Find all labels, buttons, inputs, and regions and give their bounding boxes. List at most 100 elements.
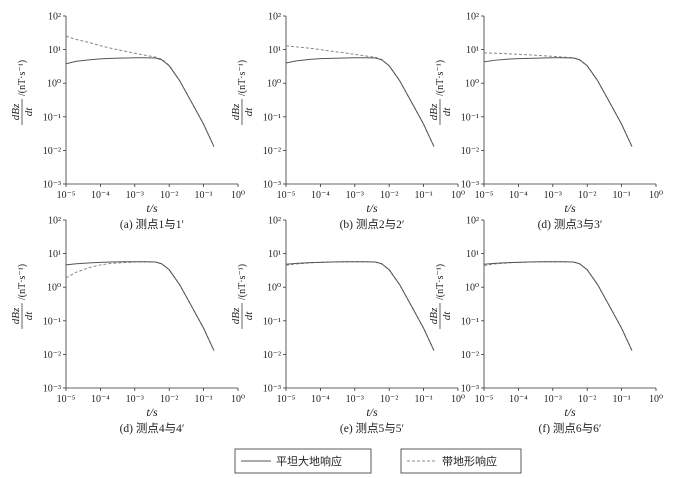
- y-tick-label: 10⁻²: [43, 350, 61, 361]
- y-axis-label-denominator: dt: [441, 311, 453, 321]
- series-line-terrain: [65, 35, 215, 147]
- x-tick-label: 10⁻³: [346, 190, 364, 201]
- y-tick-label: 10¹: [48, 249, 61, 260]
- chart-panel-6: 10⁻⁵ 10⁻⁴ 10⁻³ 10⁻² 10⁻¹ 10⁰10⁻³10⁻²10⁻¹10⁰10…: [428, 216, 663, 436]
- x-tick-label: 10⁻²: [160, 190, 178, 201]
- x-tick-label: 10⁻³: [544, 190, 562, 201]
- y-axis-label-denominator: dt: [243, 107, 255, 117]
- x-axis-label: t/s: [564, 201, 576, 215]
- series-line-flat: [483, 57, 633, 147]
- chart-caption: (b) 测点2与2′: [340, 218, 405, 231]
- x-tick-label: 10⁻³: [126, 394, 144, 405]
- x-tick-label: 10⁻³: [544, 394, 562, 405]
- y-tick-label: 10⁻³: [263, 180, 281, 191]
- x-axis-label: t/s: [564, 405, 576, 419]
- chart-panels: 10⁻⁵ 10⁻⁴ 10⁻³ 10⁻² 10⁻¹ 10⁰10⁻³10⁻²10⁻¹10⁰10…: [10, 12, 663, 436]
- x-tick-label: 10⁻⁵: [57, 190, 76, 201]
- y-tick-label: 10¹: [466, 249, 479, 260]
- chart-caption: (f) 测点6与6′: [539, 422, 602, 435]
- series-line-flat: [65, 261, 215, 351]
- y-tick-label: 10⁻³: [43, 384, 61, 395]
- y-tick-label: 10⁻²: [263, 350, 281, 361]
- x-tick-label: 10⁻²: [380, 394, 398, 405]
- x-axis-label: t/s: [146, 201, 158, 215]
- y-tick-label: 10¹: [466, 45, 479, 56]
- y-tick-label: 10⁻¹: [43, 316, 61, 327]
- legend-box-solid: [234, 448, 372, 474]
- series-line-flat: [285, 57, 435, 147]
- x-tick-label: 10⁻³: [126, 190, 144, 201]
- x-tick-label: 10⁻⁴: [509, 190, 528, 201]
- x-tick-label: 10⁻¹: [414, 190, 432, 201]
- y-tick-label: 10²: [466, 12, 479, 23]
- y-axis-label-numerator: dBz: [230, 103, 242, 120]
- x-tick-label: 10⁰: [231, 190, 245, 201]
- x-tick-label: 10⁻⁵: [475, 394, 494, 405]
- x-tick-label: 10⁻⁵: [475, 190, 494, 201]
- legend: 平坦大地响应 带地形响应: [234, 448, 522, 474]
- x-tick-label: 10⁻¹: [612, 190, 630, 201]
- y-tick-label: 10⁻³: [263, 384, 281, 395]
- series-line-flat: [483, 261, 633, 351]
- x-tick-label: 10⁻²: [160, 394, 178, 405]
- x-tick-label: 10⁰: [649, 394, 663, 405]
- y-tick-label: 10⁻³: [461, 384, 479, 395]
- chart-panel-5: 10⁻⁵ 10⁻⁴ 10⁻³ 10⁻² 10⁻¹ 10⁰ 10⁻³ 10⁻² 10⁻¹ 10⁰ 10…: [230, 216, 465, 436]
- chart-panel-3: 10⁻⁵ 10⁻⁴ 10⁻³ 10⁻² 10⁻¹ 10⁰10⁻³10⁻²10⁻¹10⁰10…: [428, 12, 663, 232]
- x-tick-label: 10⁰: [231, 394, 245, 405]
- x-tick-label: 10⁻²: [578, 190, 596, 201]
- x-tick-label: 10⁻⁴: [509, 394, 528, 405]
- y-axis-label: dBz dt /(nT·s⁻¹): [230, 60, 255, 125]
- x-tick-label: 10⁰: [451, 394, 465, 405]
- y-axis-label-unit: /(nT·s⁻¹): [435, 264, 446, 300]
- y-axis-label-unit: /(nT·s⁻¹): [237, 60, 248, 96]
- series-line-flat: [285, 261, 435, 351]
- y-tick-label: 10⁻¹: [461, 316, 479, 327]
- series-line-flat: [65, 57, 215, 147]
- y-tick-label: 10⁻²: [263, 146, 281, 157]
- x-tick-label: 10⁻⁴: [311, 394, 330, 405]
- chart-caption: (a) 测点1与1′: [120, 218, 184, 231]
- x-tick-label: 10⁻⁵: [277, 190, 296, 201]
- chart-panel-1: 10⁻⁵ 10⁻⁴ 10⁻³ 10⁻² 10⁻¹ 10⁰ 10⁻³ 10⁻² 10⁻¹ 10⁰ 10…: [10, 12, 245, 232]
- y-tick-label: 10²: [48, 12, 61, 23]
- y-axis-label: dBz dt /(nT·s⁻¹): [428, 264, 453, 329]
- y-axis-label-denominator: dt: [23, 311, 35, 321]
- y-tick-label: 10¹: [48, 45, 61, 56]
- x-tick-label: 10⁻²: [578, 394, 596, 405]
- y-tick-label: 10⁻²: [461, 350, 479, 361]
- x-tick-label: 10⁻³: [346, 394, 364, 405]
- x-tick-label: 10⁰: [451, 190, 465, 201]
- y-tick-label: 10²: [268, 12, 281, 23]
- y-axis-label-unit: /(nT·s⁻¹): [17, 60, 28, 96]
- y-tick-label: 10⁻²: [43, 146, 61, 157]
- chart-panel-2: 10⁻⁵ 10⁻⁴ 10⁻³ 10⁻² 10⁻¹ 10⁰ 10⁻³ 10⁻² 10⁻¹ 10⁰ 10…: [230, 12, 465, 232]
- y-tick-label: 10²: [268, 216, 281, 227]
- y-axis-label-denominator: dt: [23, 107, 35, 117]
- y-tick-label: 10⁰: [465, 79, 479, 90]
- y-axis-label: dBz dt /(nT·s⁻¹): [230, 264, 255, 329]
- y-axis-label-numerator: dBz: [10, 307, 22, 324]
- y-tick-label: 10⁰: [47, 79, 61, 90]
- y-tick-label: 10⁰: [47, 283, 61, 294]
- y-tick-label: 10²: [466, 216, 479, 227]
- y-axis-label-unit: /(nT·s⁻¹): [17, 264, 28, 300]
- x-tick-label: 10⁻⁵: [277, 394, 296, 405]
- x-tick-label: 10⁰: [649, 190, 663, 201]
- y-axis-label-numerator: dBz: [10, 103, 22, 120]
- y-tick-label: 10⁰: [267, 283, 281, 294]
- x-axis-label: t/s: [366, 201, 378, 215]
- y-axis-label-numerator: dBz: [428, 103, 440, 120]
- y-axis-label-denominator: dt: [441, 107, 453, 117]
- x-tick-label: 10⁻²: [380, 190, 398, 201]
- x-tick-label: 10⁻¹: [194, 190, 212, 201]
- y-tick-label: 10²: [48, 216, 61, 227]
- chart-caption: (e) 测点5与5′: [340, 422, 404, 435]
- y-axis-label-denominator: dt: [243, 311, 255, 321]
- x-tick-label: 10⁻¹: [194, 394, 212, 405]
- x-tick-label: 10⁻⁴: [91, 190, 110, 201]
- x-tick-label: 10⁻¹: [414, 394, 432, 405]
- y-tick-label: 10⁻¹: [461, 112, 479, 123]
- y-tick-label: 10⁻¹: [43, 112, 61, 123]
